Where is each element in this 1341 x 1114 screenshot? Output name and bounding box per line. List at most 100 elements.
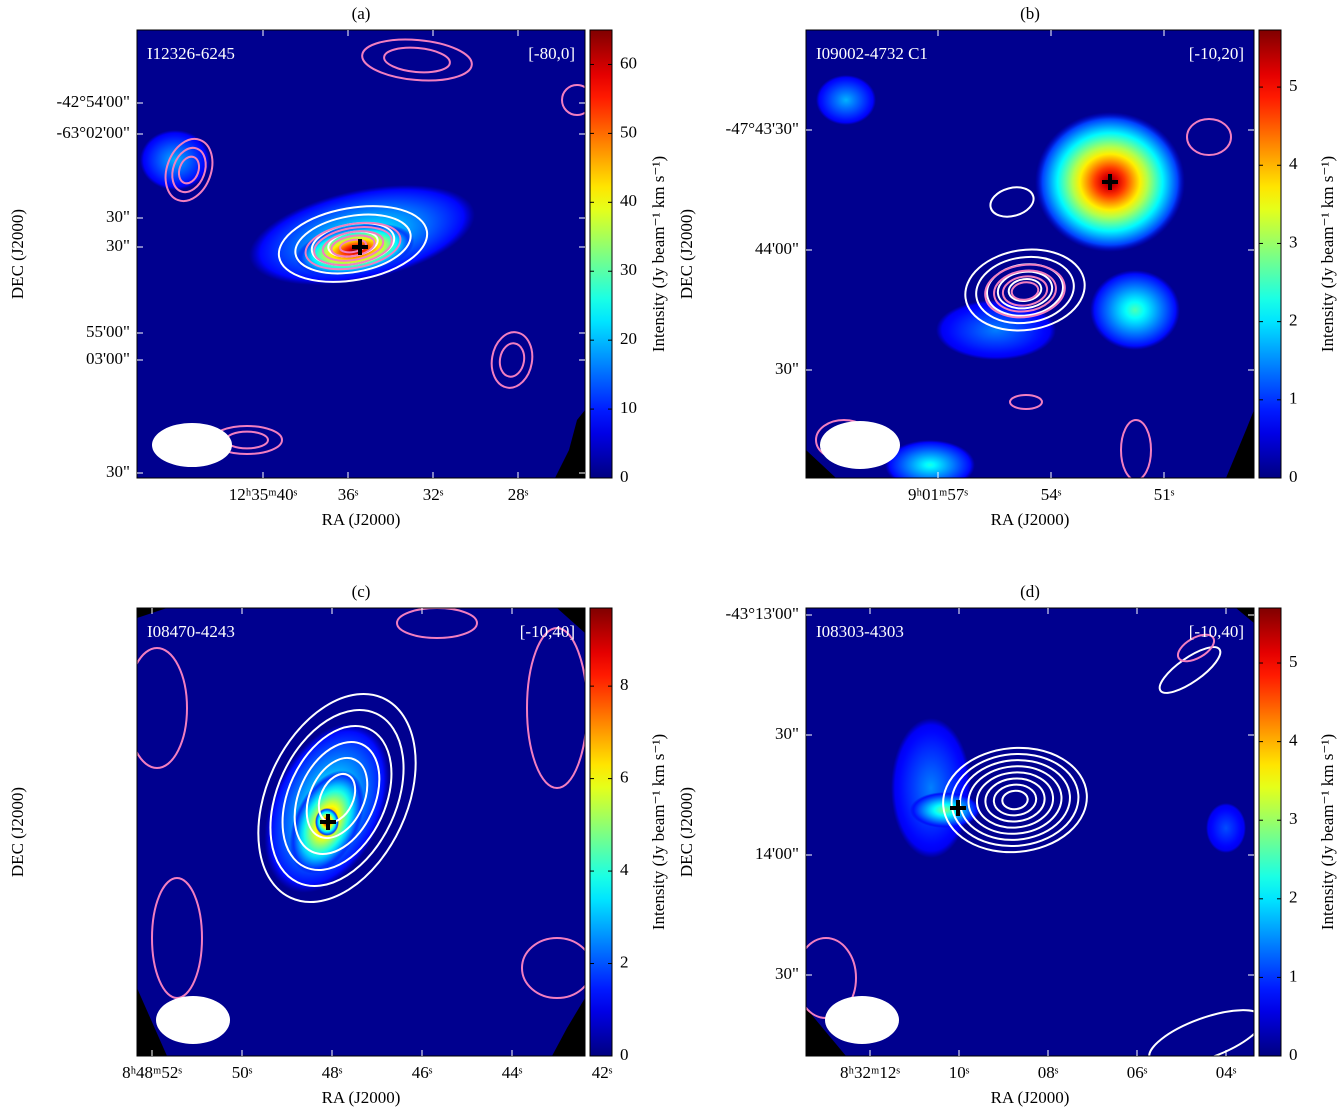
- x-axis-label: RA (J2000): [322, 1088, 401, 1107]
- colorbar-label: Intensity (Jy beam⁻¹ km s⁻¹): [649, 734, 668, 930]
- source-position: [352, 239, 368, 255]
- contour: [321, 230, 385, 262]
- contour: [964, 248, 1086, 332]
- emission: [910, 792, 980, 828]
- y-tick-label: -43°13'00": [726, 604, 799, 623]
- contour: [1148, 1009, 1254, 1056]
- panel-title: (b): [1020, 4, 1040, 23]
- x-axis-label: RA (J2000): [322, 510, 401, 529]
- y-tick-label: -47°43'30": [726, 119, 799, 138]
- contour: [361, 38, 473, 82]
- blank-region: [555, 410, 585, 478]
- image-background: [806, 30, 1254, 478]
- x-tick-label: 42ˢ: [592, 1063, 613, 1082]
- contour: [959, 759, 1071, 841]
- x-tick-label: 48ˢ: [322, 1063, 343, 1082]
- contour: [1001, 275, 1049, 307]
- colorbar-tick-label: 6: [620, 768, 629, 787]
- colorbar-tick-label: 4: [1289, 731, 1298, 750]
- contour: [151, 877, 203, 999]
- contour: [339, 238, 367, 254]
- y-tick-label: 30": [775, 359, 799, 378]
- sky-image: [806, 30, 1254, 478]
- contour: [257, 693, 417, 903]
- colorbar-tick-label: 0: [620, 1045, 629, 1064]
- source-position: [950, 800, 966, 816]
- y-tick-label: 44'00": [755, 239, 799, 258]
- colorbar-tick-label: 3: [1289, 232, 1298, 251]
- contour: [313, 226, 393, 266]
- source-position: [320, 814, 336, 830]
- frame: [805, 607, 1255, 1057]
- colorbar-tick-label: 2: [1289, 311, 1298, 330]
- contour: [1186, 118, 1232, 156]
- emission: [885, 440, 975, 478]
- contour: [304, 221, 402, 271]
- y-tick-label: 03'00": [86, 349, 130, 368]
- source-name: I12326-6245: [147, 44, 235, 63]
- velocity-range: [-10,40]: [1189, 622, 1244, 641]
- y-tick-label: 30": [106, 462, 130, 481]
- velocity-range: [-80,0]: [528, 44, 575, 63]
- contour: [1009, 394, 1043, 410]
- contour: [984, 777, 1046, 823]
- contour: [984, 263, 1066, 319]
- contour: [330, 234, 376, 258]
- x-tick-label: 54ˢ: [1041, 485, 1062, 504]
- colorbar-tick-label: 3: [1289, 809, 1298, 828]
- contour: [490, 331, 534, 389]
- contour: [950, 752, 1080, 848]
- y-axis-label: DEC (J2000): [8, 787, 27, 877]
- contour: [561, 84, 585, 116]
- contour: [975, 771, 1055, 829]
- contour: [975, 255, 1075, 325]
- contour: [293, 741, 381, 855]
- contour: [277, 205, 429, 283]
- colorbar-label: Intensity (Jy beam⁻¹ km s⁻¹): [1318, 734, 1337, 930]
- colorbar-tick-label: 1: [1289, 966, 1298, 985]
- x-tick-label: 46ˢ: [412, 1063, 433, 1082]
- contour: [137, 647, 188, 769]
- contour: [1010, 281, 1040, 301]
- sky-image: [137, 30, 585, 478]
- x-tick-label: 12ʰ35ᵐ40ˢ: [229, 485, 298, 504]
- colorbar: [589, 607, 613, 1057]
- panel: (d) I08303-4303 [-10,40] RA (J2000) DEC (J20…: [677, 582, 1337, 1107]
- x-axis-label: RA (J2000): [991, 510, 1070, 529]
- source-position: [1102, 174, 1118, 190]
- x-tick-label: 9ʰ01ᵐ57ˢ: [908, 485, 968, 504]
- source-name: I08303-4303: [816, 622, 904, 641]
- colorbar-tick-label: 30: [620, 260, 637, 279]
- colorbar-tick-label: 10: [620, 398, 637, 417]
- sky-image: [806, 608, 1254, 1056]
- frame: [805, 29, 1255, 479]
- x-tick-label: 28ˢ: [508, 485, 529, 504]
- panel-title: (c): [352, 582, 371, 601]
- y-tick-label: 30": [775, 724, 799, 743]
- beam: [152, 423, 232, 467]
- emission: [1206, 803, 1246, 853]
- contour: [521, 937, 585, 999]
- y-tick-label: 30": [775, 964, 799, 983]
- contour: [996, 270, 1054, 310]
- panel-title: (a): [352, 4, 371, 23]
- contour: [498, 342, 526, 378]
- contour: [1176, 633, 1216, 663]
- contour: [1120, 419, 1152, 478]
- colorbar-label: Intensity (Jy beam⁻¹ km s⁻¹): [649, 156, 668, 352]
- colorbar: [589, 29, 613, 479]
- colorbar-tick-label: 40: [620, 191, 637, 210]
- panel-title: (d): [1020, 582, 1040, 601]
- x-tick-label: 8ʰ32ᵐ12ˢ: [840, 1063, 900, 1082]
- x-tick-label: 8ʰ48ᵐ52ˢ: [122, 1063, 182, 1082]
- beam: [156, 996, 230, 1044]
- contour: [305, 757, 369, 839]
- panel: (b) I09002-4732 C1 [-10,20] RA (J2000) DEC (…: [677, 4, 1337, 529]
- velocity-range: [-10,20]: [1189, 44, 1244, 63]
- colorbar-tick-label: 0: [1289, 467, 1298, 486]
- y-tick-label: 55'00": [86, 322, 130, 341]
- x-tick-label: 10ˢ: [949, 1063, 970, 1082]
- colorbar-label: Intensity (Jy beam⁻¹ km s⁻¹): [1318, 156, 1337, 352]
- contour: [177, 155, 201, 185]
- x-tick-label: 36ˢ: [338, 485, 359, 504]
